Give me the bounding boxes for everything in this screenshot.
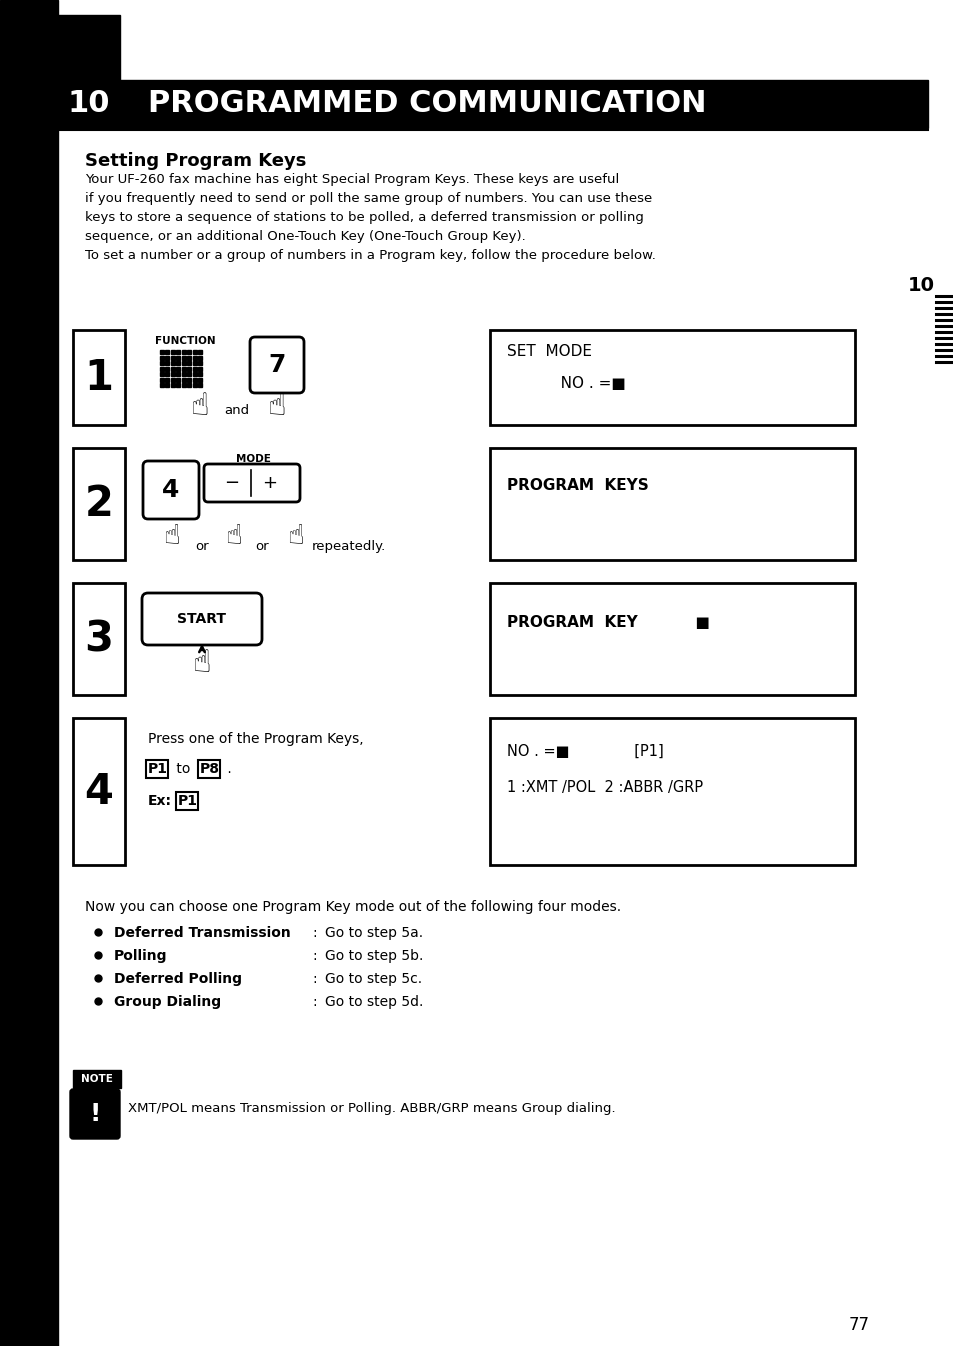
Text: START: START xyxy=(177,612,226,626)
Text: FUNCTION: FUNCTION xyxy=(154,336,215,346)
Text: 77: 77 xyxy=(848,1316,869,1334)
Text: Polling: Polling xyxy=(113,949,168,962)
Text: MODE: MODE xyxy=(235,454,270,464)
Text: Deferred Polling: Deferred Polling xyxy=(113,972,242,987)
Text: 1 :XMT /POL  2 :ABBR /GRP: 1 :XMT /POL 2 :ABBR /GRP xyxy=(506,779,702,795)
Text: PROGRAMMED COMMUNICATION: PROGRAMMED COMMUNICATION xyxy=(148,89,706,118)
Text: Go to step 5b.: Go to step 5b. xyxy=(325,949,423,962)
Text: PROGRAM  KEYS: PROGRAM KEYS xyxy=(506,478,648,493)
Text: +: + xyxy=(262,474,277,493)
Text: ☝: ☝ xyxy=(162,522,179,551)
Text: :: : xyxy=(312,949,316,962)
Text: ☝: ☝ xyxy=(286,522,303,551)
Bar xyxy=(73,330,125,425)
Text: Now you can choose one Program Key mode out of the following four modes.: Now you can choose one Program Key mode … xyxy=(85,900,620,914)
Text: Press one of the Program Keys,: Press one of the Program Keys, xyxy=(148,732,363,746)
Text: .: . xyxy=(223,762,232,777)
Bar xyxy=(490,717,854,865)
Text: repeatedly.: repeatedly. xyxy=(312,540,386,553)
FancyBboxPatch shape xyxy=(143,460,199,520)
Text: NO . =■              [P1]: NO . =■ [P1] xyxy=(506,744,663,759)
Text: To set a number or a group of numbers in a Program key, follow the procedure bel: To set a number or a group of numbers in… xyxy=(85,249,656,262)
Text: PROGRAM  KEY           ■: PROGRAM KEY ■ xyxy=(506,615,709,630)
Text: and: and xyxy=(224,404,249,417)
Text: P8: P8 xyxy=(200,762,220,777)
Bar xyxy=(198,760,220,778)
Text: sequence, or an additional One-Touch Key (One-Touch Group Key).: sequence, or an additional One-Touch Key… xyxy=(85,230,525,244)
Bar xyxy=(490,583,854,695)
Bar xyxy=(58,79,927,128)
Text: 3: 3 xyxy=(85,618,113,660)
Text: 4: 4 xyxy=(85,770,113,813)
Text: 7: 7 xyxy=(268,353,285,377)
Bar xyxy=(73,1070,121,1088)
Text: Go to step 5c.: Go to step 5c. xyxy=(325,972,421,987)
Text: :: : xyxy=(312,926,316,940)
Text: Go to step 5d.: Go to step 5d. xyxy=(325,995,423,1010)
Text: Setting Program Keys: Setting Program Keys xyxy=(85,152,306,170)
Text: :: : xyxy=(312,972,316,987)
Text: !: ! xyxy=(90,1102,101,1127)
FancyBboxPatch shape xyxy=(142,594,262,645)
Text: NOTE: NOTE xyxy=(81,1074,112,1084)
FancyBboxPatch shape xyxy=(70,1089,120,1139)
Bar xyxy=(146,760,168,778)
Bar xyxy=(73,448,125,560)
Text: or: or xyxy=(194,540,209,553)
Text: 2: 2 xyxy=(85,483,113,525)
Text: ☝: ☝ xyxy=(191,392,209,421)
Bar xyxy=(0,0,58,1346)
Text: P1: P1 xyxy=(148,762,168,777)
Bar xyxy=(58,15,120,125)
Text: 10: 10 xyxy=(68,89,111,118)
Text: Your UF-260 fax machine has eight Special Program Keys. These keys are useful: Your UF-260 fax machine has eight Specia… xyxy=(85,174,618,186)
FancyBboxPatch shape xyxy=(250,336,304,393)
Text: Group Dialing: Group Dialing xyxy=(113,995,221,1010)
Bar xyxy=(175,791,198,810)
Text: keys to store a sequence of stations to be polled, a deferred transmission or po: keys to store a sequence of stations to … xyxy=(85,211,643,223)
Text: NO . =■: NO . =■ xyxy=(506,376,625,390)
Text: Ex:: Ex: xyxy=(148,794,172,808)
FancyBboxPatch shape xyxy=(204,464,299,502)
Text: SET  MODE: SET MODE xyxy=(506,345,592,359)
Text: 10: 10 xyxy=(907,276,934,295)
Bar xyxy=(73,717,125,865)
Text: :: : xyxy=(312,995,316,1010)
Text: Deferred Transmission: Deferred Transmission xyxy=(113,926,291,940)
Text: P1: P1 xyxy=(178,794,198,808)
Bar xyxy=(490,448,854,560)
Text: Go to step 5a.: Go to step 5a. xyxy=(325,926,423,940)
Text: or: or xyxy=(254,540,269,553)
Text: XMT/POL means Transmission or Polling. ABBR/GRP means Group dialing.: XMT/POL means Transmission or Polling. A… xyxy=(128,1102,615,1114)
Text: to: to xyxy=(172,762,194,777)
Text: −: − xyxy=(224,474,239,493)
Bar xyxy=(490,330,854,425)
Bar xyxy=(73,583,125,695)
Text: if you frequently need to send or poll the same group of numbers. You can use th: if you frequently need to send or poll t… xyxy=(85,192,652,205)
Text: 1: 1 xyxy=(85,357,113,398)
Text: ☝: ☝ xyxy=(193,649,212,678)
Text: 4: 4 xyxy=(162,478,179,502)
Text: ☝: ☝ xyxy=(224,522,241,551)
Text: ☝: ☝ xyxy=(268,392,286,421)
